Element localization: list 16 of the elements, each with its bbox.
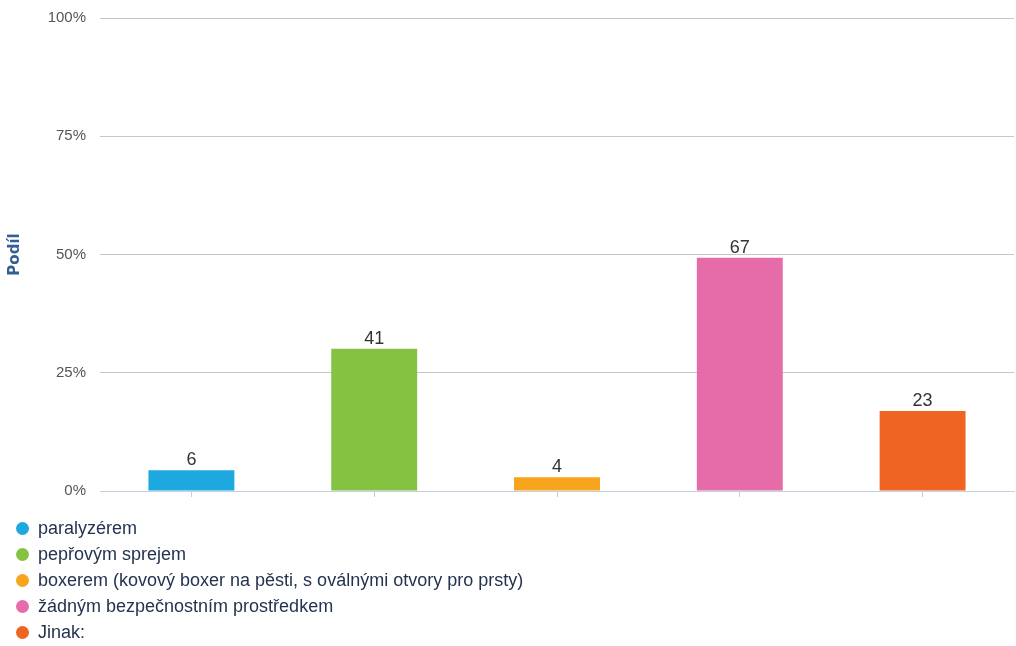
legend-label: žádným bezpečnostním prostředkem [38, 595, 334, 617]
y-tick-label: 0% [64, 481, 86, 499]
annotation: 6 [186, 449, 197, 470]
y-tick-label: 25% [55, 362, 86, 380]
annotation: 4 [551, 456, 563, 477]
legend-label: boxerem (kovový boxer na pěsti, s oválnými otvory pro prsty) [38, 569, 524, 591]
annotation: 41 [364, 327, 385, 348]
legend-label: pepřovým sprejem [38, 543, 187, 565]
y-tick-label: 75% [55, 126, 86, 144]
annotation: 67 [729, 236, 750, 257]
legend-label: paralyzérem [38, 517, 138, 539]
y-axis-title: Podíl [4, 233, 23, 276]
legend-label: Jinak: [38, 621, 86, 643]
annotation: 23 [912, 390, 933, 411]
y-tick-label: 50% [55, 244, 86, 262]
y-tick-label: 100% [47, 8, 86, 26]
